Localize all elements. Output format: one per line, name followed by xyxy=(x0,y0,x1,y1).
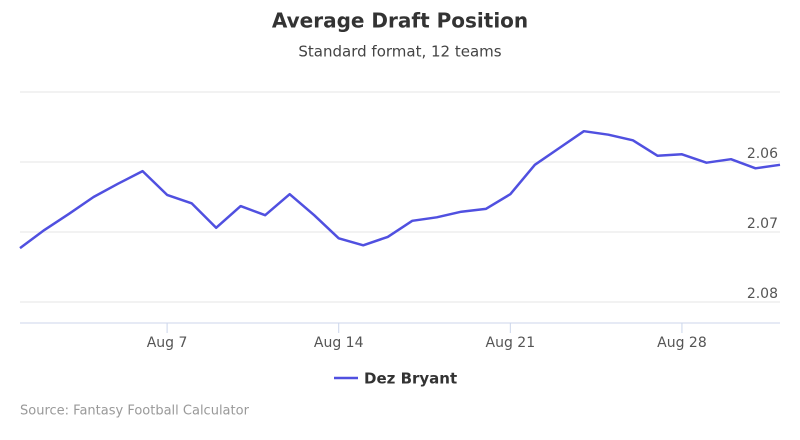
y-tick-label: 2.06 xyxy=(747,146,778,162)
x-tick-label: Aug 21 xyxy=(486,335,536,351)
x-tick-label: Aug 28 xyxy=(657,335,707,351)
y-tick-label: 2.07 xyxy=(747,216,778,232)
line xyxy=(19,129,781,250)
y-tick-label: 2.08 xyxy=(747,286,778,302)
chart-subtitle: Standard format, 12 teams xyxy=(298,43,501,61)
chart-title: Average Draft Position xyxy=(272,9,528,33)
legend-label: Dez Bryant xyxy=(364,370,457,388)
x-tick-label: Aug 7 xyxy=(147,335,188,351)
source: Source: Fantasy Football Calculator xyxy=(20,404,250,419)
x-tick-label: Aug 14 xyxy=(314,335,364,351)
